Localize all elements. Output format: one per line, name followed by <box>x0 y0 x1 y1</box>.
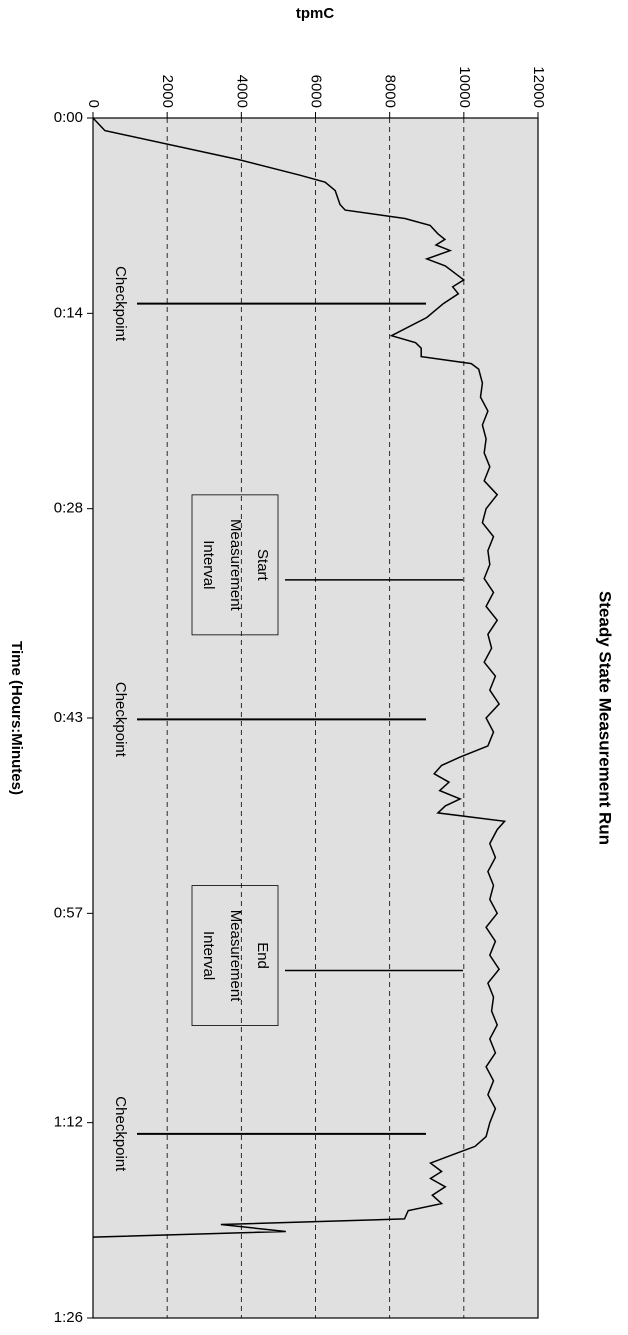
annotation-text: Start <box>254 549 271 582</box>
x-tick-label: 0:57 <box>54 904 83 921</box>
x-tick-label: 0:28 <box>54 500 83 517</box>
y-tick-label: 12000 <box>530 66 547 108</box>
y-tick-label: 4000 <box>233 75 250 108</box>
x-tick-label: 1:12 <box>54 1114 83 1131</box>
y-tick-label: 2000 <box>159 75 176 108</box>
series-line <box>92 117 507 1238</box>
annotation-text: Checkpoint <box>112 1096 129 1172</box>
x-tick-label: 0:00 <box>54 109 83 126</box>
annotation-text: Measurement <box>227 519 244 612</box>
x-axis-title: Time (Hours:Minutes) <box>8 641 25 795</box>
y-tick-label: 0 <box>85 100 102 108</box>
annotation-box <box>191 494 279 636</box>
plot-border <box>92 117 539 1319</box>
annotation-text: Checkpoint <box>112 266 129 342</box>
chart-title: Steady State Measurement Run <box>596 591 615 845</box>
annotation-text: Interval <box>200 540 217 589</box>
annotation-box <box>191 885 279 1026</box>
annotation-text: Checkpoint <box>112 682 129 758</box>
annotation-text: End <box>254 942 271 969</box>
y-axis-title: tpmC <box>296 5 334 22</box>
y-tick-label: 10000 <box>456 66 473 108</box>
x-tick-label: 1:26 <box>54 1309 83 1326</box>
y-tick-label: 8000 <box>382 75 399 108</box>
x-tick-label: 0:14 <box>54 304 83 321</box>
annotation-text: Interval <box>200 931 217 980</box>
x-tick-label: 0:43 <box>54 709 83 726</box>
y-tick-label: 6000 <box>308 75 325 108</box>
annotation-text: Measurement <box>227 910 244 1003</box>
